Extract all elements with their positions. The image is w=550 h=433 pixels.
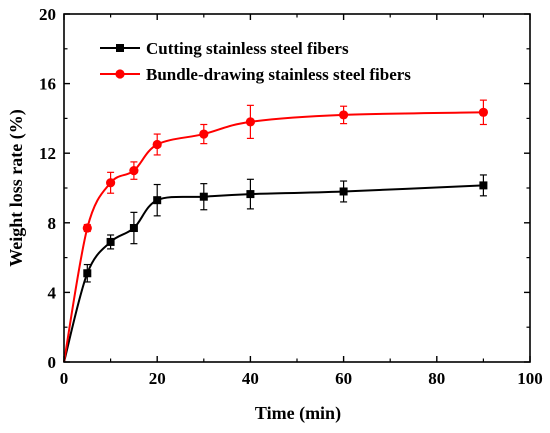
x-axis-title: Time (min) xyxy=(255,403,341,424)
y-axis-title: Weight loss rate (%) xyxy=(6,109,27,266)
data-point xyxy=(153,196,162,205)
data-point xyxy=(246,190,255,199)
axes: 0 20 40 60 80 100 0 4 8 12 16 20 xyxy=(39,5,543,388)
data-point xyxy=(339,187,348,196)
data-point xyxy=(106,237,115,246)
legend-entry-2: Bundle-drawing stainless steel fibers xyxy=(100,65,411,84)
y-tick-label: 12 xyxy=(39,144,56,163)
legend: Cutting stainless steel fibers Bundle-dra… xyxy=(100,39,411,84)
data-point xyxy=(199,192,208,201)
x-tick-label: 20 xyxy=(149,369,166,388)
data-point xyxy=(339,110,349,120)
x-tick-label: 100 xyxy=(517,369,543,388)
legend-label: Bundle-drawing stainless steel fibers xyxy=(146,65,411,84)
y-tick-label: 4 xyxy=(48,283,57,302)
series-1 xyxy=(63,174,488,363)
x-tick-label: 0 xyxy=(60,369,69,388)
data-point xyxy=(479,181,488,190)
data-point xyxy=(478,107,488,117)
y-tick-label: 20 xyxy=(39,5,56,24)
y-tick-label: 8 xyxy=(48,214,57,233)
data-point xyxy=(152,139,162,150)
data-point xyxy=(129,166,139,176)
legend-marker xyxy=(115,69,125,79)
y-tick-label: 0 xyxy=(48,353,57,372)
data-point xyxy=(129,224,138,233)
legend-marker xyxy=(116,44,124,52)
data-point xyxy=(82,223,92,233)
data-point xyxy=(245,117,255,127)
series-2 xyxy=(63,99,488,363)
x-tick-label: 40 xyxy=(242,369,259,388)
data-point xyxy=(106,178,116,188)
data-point xyxy=(83,269,92,278)
x-tick-label: 60 xyxy=(335,369,352,388)
legend-entry-1: Cutting stainless steel fibers xyxy=(100,39,349,58)
series-line xyxy=(63,111,484,363)
plot-area xyxy=(63,99,488,363)
series-line xyxy=(63,184,484,363)
legend-label: Cutting stainless steel fibers xyxy=(146,39,349,58)
y-tick-label: 16 xyxy=(39,75,56,94)
x-tick-label: 80 xyxy=(428,369,445,388)
data-point xyxy=(199,129,209,139)
